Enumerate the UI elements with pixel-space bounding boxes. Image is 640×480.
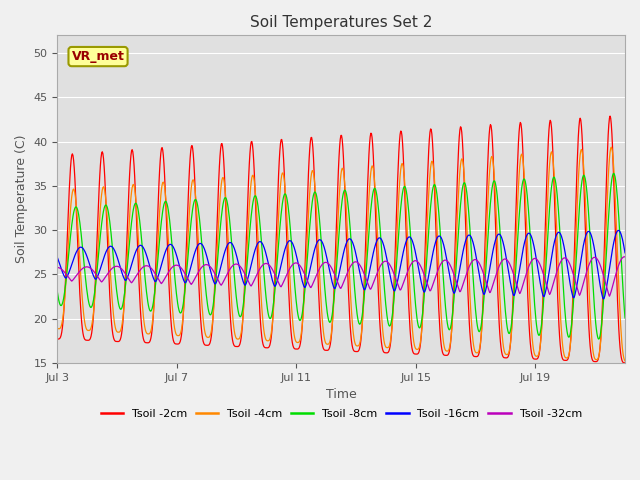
Tsoil -8cm (527, 244, 535, 250)
Tsoil -16cm (317, 238, 325, 244)
Tsoil -32cm (605, 293, 613, 299)
Tsoil -16cm (411, 248, 419, 253)
Line: Tsoil -32cm: Tsoil -32cm (58, 257, 625, 296)
Title: Soil Temperatures Set 2: Soil Temperatures Set 2 (250, 15, 433, 30)
Tsoil -32cm (54, 264, 61, 270)
Tsoil -8cm (317, 243, 325, 249)
Line: Tsoil -8cm: Tsoil -8cm (58, 173, 625, 339)
Tsoil -8cm (610, 170, 618, 176)
Tsoil -8cm (54, 289, 61, 295)
Tsoil -16cm (389, 286, 397, 292)
Tsoil -4cm (252, 201, 260, 207)
X-axis label: Time: Time (326, 388, 356, 401)
Tsoil -8cm (175, 304, 182, 310)
Tsoil -16cm (54, 255, 61, 261)
Tsoil -16cm (599, 296, 607, 302)
Tsoil -2cm (411, 351, 419, 357)
Tsoil -32cm (527, 259, 535, 265)
Tsoil -2cm (621, 360, 629, 366)
Tsoil -32cm (389, 269, 397, 275)
Tsoil -32cm (621, 254, 629, 260)
Tsoil -4cm (607, 144, 615, 150)
Tsoil -4cm (411, 345, 419, 350)
Tsoil -8cm (595, 336, 603, 342)
Tsoil -8cm (389, 304, 397, 310)
Tsoil -8cm (411, 296, 419, 302)
Tsoil -16cm (621, 250, 629, 256)
Tsoil -2cm (389, 300, 397, 306)
Tsoil -2cm (317, 336, 325, 342)
Y-axis label: Soil Temperature (C): Soil Temperature (C) (15, 135, 28, 264)
Tsoil -4cm (389, 307, 397, 313)
Legend: Tsoil -2cm, Tsoil -4cm, Tsoil -8cm, Tsoil -16cm, Tsoil -32cm: Tsoil -2cm, Tsoil -4cm, Tsoil -8cm, Tsoi… (96, 404, 586, 423)
Text: VR_met: VR_met (72, 50, 124, 63)
Tsoil -8cm (252, 194, 260, 200)
Tsoil -2cm (606, 113, 614, 119)
Tsoil -32cm (252, 273, 260, 279)
Tsoil -4cm (527, 317, 535, 323)
Tsoil -32cm (621, 254, 628, 260)
Tsoil -32cm (317, 263, 325, 268)
Tsoil -16cm (175, 259, 182, 264)
Line: Tsoil -16cm: Tsoil -16cm (58, 230, 625, 299)
Tsoil -2cm (252, 217, 260, 223)
Line: Tsoil -4cm: Tsoil -4cm (58, 147, 625, 361)
Tsoil -2cm (527, 346, 535, 352)
Tsoil -4cm (621, 358, 629, 364)
Tsoil -4cm (175, 333, 182, 338)
Tsoil -4cm (54, 325, 61, 331)
Tsoil -32cm (175, 263, 182, 268)
Line: Tsoil -2cm: Tsoil -2cm (58, 116, 625, 363)
Tsoil -8cm (621, 315, 629, 321)
Tsoil -2cm (175, 341, 182, 347)
Tsoil -16cm (252, 244, 260, 250)
Tsoil -2cm (54, 336, 61, 342)
Tsoil -16cm (614, 228, 622, 233)
Tsoil -32cm (411, 258, 419, 264)
Tsoil -16cm (527, 232, 535, 238)
Tsoil -4cm (317, 307, 325, 313)
